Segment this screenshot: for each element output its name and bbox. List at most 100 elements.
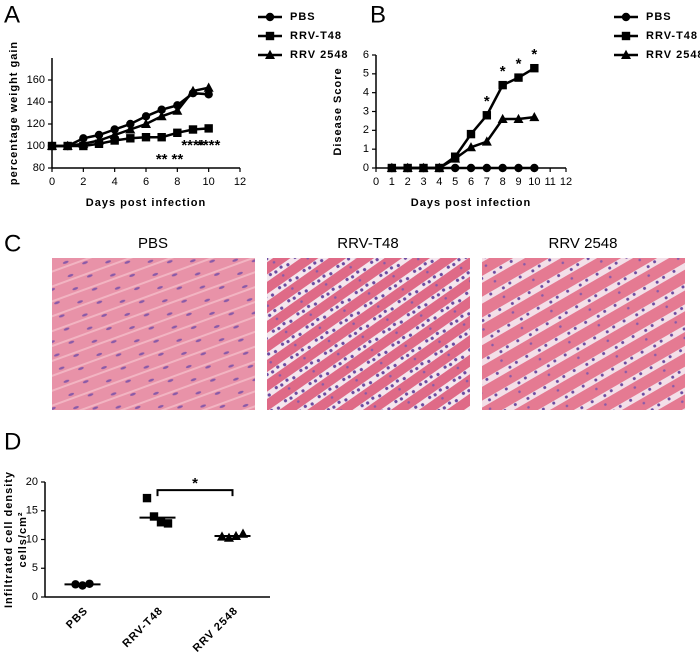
legend-label: RRV-T48: [290, 30, 342, 42]
y-tick-label: 80: [33, 162, 45, 174]
marker: [47, 140, 57, 150]
marker: [188, 125, 198, 134]
marker: [94, 130, 104, 140]
marker: [513, 113, 524, 124]
x-tick-label: 8: [174, 176, 180, 188]
marker: [156, 111, 167, 121]
legend-label: PBS: [646, 11, 672, 23]
panel-label: D: [4, 428, 21, 455]
marker: [481, 136, 492, 146]
x-tick-label: RRV 2548: [191, 605, 241, 655]
x-tick-label: 6: [143, 176, 149, 188]
marker: [224, 532, 234, 542]
y-tick-label: 4: [363, 87, 369, 99]
x-tick-label: PBS: [64, 605, 91, 632]
x-tick-label: 2: [405, 176, 411, 188]
series-line: [391, 115, 535, 170]
legend-marker: [621, 31, 631, 41]
marker: [188, 85, 198, 95]
marker: [110, 136, 119, 145]
significance-marker: ****: [181, 137, 205, 154]
y-tick-label: 10: [26, 533, 38, 545]
image-title: RRV 2548: [549, 235, 618, 252]
y-tick-label: 5: [32, 562, 38, 574]
x-axis-label: Days post infection: [411, 197, 531, 209]
image-title: PBS: [138, 235, 168, 252]
histology-image: [482, 258, 685, 410]
y-tick-label: 5: [363, 68, 369, 80]
y-axis-label: Disease Score: [332, 67, 344, 155]
marker: [141, 118, 151, 128]
marker: [109, 129, 120, 139]
marker: [450, 163, 460, 173]
y-tick-label: 1: [363, 143, 369, 155]
marker: [482, 111, 492, 120]
x-tick-label: 12: [560, 176, 572, 188]
marker: [497, 113, 508, 124]
marker: [157, 105, 166, 114]
y-tick-label: 0: [363, 162, 369, 174]
legend-marker: [265, 12, 275, 22]
marker: [141, 133, 151, 142]
x-tick-label: 8: [500, 176, 506, 188]
marker: [466, 129, 476, 139]
x-axis-label: Days post infection: [86, 197, 206, 209]
marker: [142, 493, 152, 503]
marker: [204, 90, 213, 99]
x-tick-label: 10: [203, 176, 215, 188]
y-tick-label: 0: [32, 591, 38, 603]
x-tick-label: 0: [49, 176, 55, 188]
marker: [466, 142, 476, 152]
y-tick-label: 2: [363, 124, 369, 136]
marker: [514, 73, 523, 82]
marker: [156, 518, 166, 527]
y-tick-label: 140: [27, 96, 45, 108]
legend-label: RRV 2548: [290, 49, 349, 61]
x-tick-label: 2: [80, 176, 86, 188]
marker: [450, 153, 461, 163]
x-tick-label: 12: [234, 176, 246, 188]
legend-label: RRV 2548: [646, 49, 700, 61]
marker: [172, 105, 183, 115]
legend-label: PBS: [290, 11, 316, 23]
marker: [173, 128, 182, 137]
y-axis-label: percentage weight gain: [8, 41, 20, 185]
y-tick-label: 100: [27, 140, 45, 152]
y-tick-label: 20: [26, 476, 38, 488]
significance-marker: *: [192, 475, 198, 492]
marker: [125, 124, 136, 134]
marker: [498, 80, 507, 90]
x-tick-label: RRV-T48: [120, 605, 165, 650]
x-tick-label: 1: [389, 176, 395, 188]
x-tick-label: 9: [515, 176, 521, 188]
histology-image: [267, 258, 470, 410]
x-tick-label: 7: [484, 176, 490, 188]
marker: [482, 163, 492, 173]
marker: [386, 162, 397, 172]
marker: [204, 124, 213, 133]
marker: [498, 163, 507, 173]
marker: [79, 134, 88, 143]
significance-marker: ****: [197, 137, 221, 154]
significance-marker: *: [516, 56, 522, 73]
marker: [530, 163, 539, 173]
marker: [78, 581, 87, 590]
marker: [402, 162, 413, 172]
significance-marker: *: [531, 46, 537, 63]
x-tick-label: 4: [436, 176, 442, 188]
legend-marker: [621, 49, 631, 59]
panel-label: A: [4, 1, 20, 28]
marker: [514, 163, 523, 173]
marker: [203, 82, 214, 92]
y-axis-label: Infiltrated cell density: [3, 471, 15, 608]
marker: [110, 125, 119, 134]
marker: [157, 133, 166, 142]
x-tick-label: 5: [452, 176, 458, 188]
x-tick-label: 10: [528, 176, 540, 188]
y-tick-label: 15: [26, 505, 38, 517]
legend-marker: [621, 12, 631, 22]
legend-marker: [265, 31, 275, 41]
x-tick-label: 4: [112, 176, 118, 188]
marker: [466, 163, 476, 173]
